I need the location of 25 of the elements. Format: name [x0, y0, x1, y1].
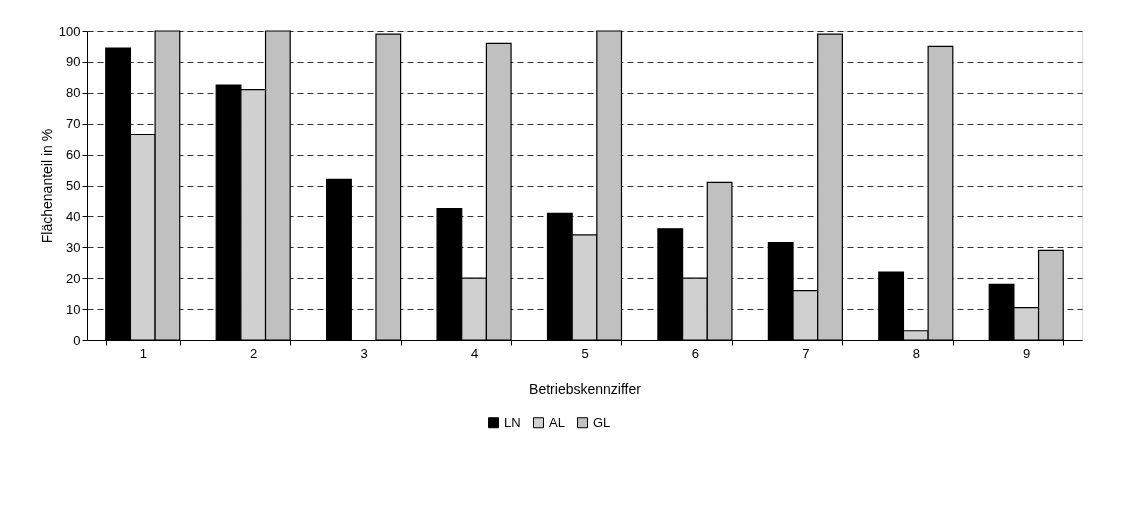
- x-tick-label: 7: [802, 345, 810, 361]
- y-tick-label: 60: [66, 147, 81, 163]
- y-tick-label: 30: [66, 239, 81, 255]
- y-tick-label: 90: [66, 54, 81, 70]
- y-tick-label: 100: [58, 23, 81, 39]
- y-tick-label: 40: [66, 208, 81, 224]
- y-tick-label: 20: [66, 270, 81, 286]
- x-tick-label: 6: [691, 345, 700, 361]
- x-tick-label: 2: [250, 345, 258, 361]
- y-tick-label: 10: [66, 301, 81, 317]
- y-axis-title: Flächenanteil in %: [38, 128, 55, 244]
- x-axis-title: Betriebskennziffer: [529, 380, 642, 397]
- x-tick-label: 8: [912, 345, 920, 361]
- x-tick-label: 9: [1023, 345, 1031, 361]
- x-tick-label: 5: [581, 345, 589, 361]
- legend-label: LN: [504, 414, 521, 430]
- x-tick-label: 3: [360, 345, 368, 361]
- y-tick-label: 50: [66, 178, 81, 193]
- legend-label: AL: [549, 414, 565, 430]
- legend-label: GL: [593, 414, 611, 430]
- y-tick-label: 80: [66, 85, 81, 101]
- y-tick-label: 0: [73, 332, 81, 348]
- x-tick-label: 1: [139, 345, 147, 361]
- x-tick-label: 4: [470, 345, 479, 361]
- y-tick-label: 70: [66, 116, 81, 132]
